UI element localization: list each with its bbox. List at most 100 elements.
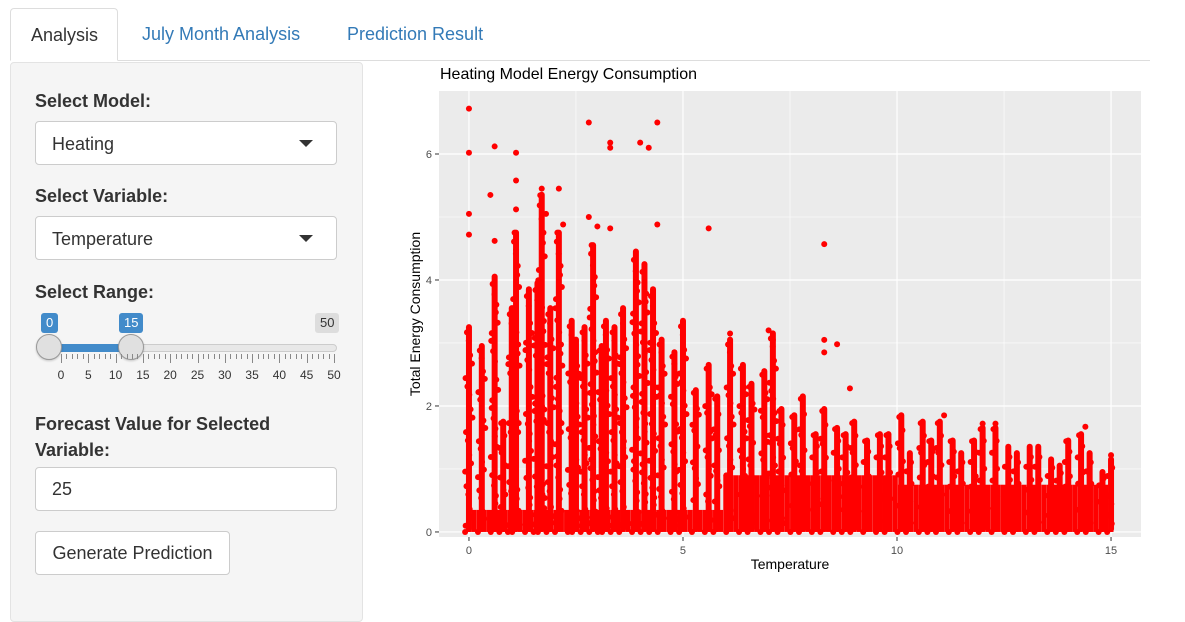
data-point xyxy=(727,330,734,337)
data-point xyxy=(589,401,596,408)
data-point xyxy=(1015,459,1022,466)
data-point xyxy=(736,447,743,454)
data-point xyxy=(589,476,596,483)
data-point xyxy=(609,383,616,390)
data-column xyxy=(1067,484,1073,532)
data-point xyxy=(464,383,471,390)
forecast-input[interactable] xyxy=(35,467,337,511)
data-point xyxy=(642,499,649,506)
data-point xyxy=(543,463,550,470)
slider-tick-label: 0 xyxy=(57,368,65,382)
data-point xyxy=(630,310,637,317)
data-point xyxy=(629,446,636,453)
data-column xyxy=(1062,484,1068,532)
data-point xyxy=(655,435,662,442)
x-tick-label: 15 xyxy=(1105,545,1117,557)
data-point xyxy=(989,477,996,484)
data-point xyxy=(599,370,606,377)
data-point xyxy=(608,429,615,436)
data-point xyxy=(553,453,560,460)
data-point xyxy=(715,411,722,418)
data-point xyxy=(553,374,560,381)
data-point xyxy=(878,469,885,476)
data-point xyxy=(527,384,534,391)
range-slider[interactable]: 0 15 50 0 5 10 15 20 25 30 35 40 45 50 xyxy=(35,307,341,387)
data-point xyxy=(613,406,620,413)
data-point xyxy=(1063,438,1070,445)
data-point xyxy=(641,428,648,435)
data-point xyxy=(691,427,698,434)
data-point xyxy=(488,404,495,411)
tab-july-month-analysis[interactable]: July Month Analysis xyxy=(142,24,301,44)
slider-tick xyxy=(284,354,286,359)
data-point xyxy=(594,223,601,230)
data-point xyxy=(557,262,564,269)
data-point xyxy=(1109,464,1116,471)
data-point xyxy=(648,356,655,363)
data-point xyxy=(548,395,555,402)
data-point xyxy=(581,337,588,344)
data-point xyxy=(557,486,564,493)
slider-tick xyxy=(137,354,139,359)
data-point xyxy=(977,426,984,433)
tab-prediction-result[interactable]: Prediction Result xyxy=(347,24,484,44)
data-point xyxy=(651,320,658,327)
data-column xyxy=(1041,484,1047,532)
data-point xyxy=(538,185,545,192)
data-point xyxy=(749,400,756,407)
data-point xyxy=(634,279,641,286)
data-point xyxy=(967,459,974,466)
slider-from-handle[interactable] xyxy=(36,334,62,360)
data-point xyxy=(924,459,931,466)
data-point xyxy=(729,464,736,471)
data-column xyxy=(800,475,806,532)
data-point xyxy=(649,484,656,491)
data-point xyxy=(839,454,846,461)
data-point xyxy=(487,454,494,461)
data-point xyxy=(553,238,560,245)
y-tick-label: 6 xyxy=(426,149,432,161)
model-select[interactable]: Heating xyxy=(35,121,337,165)
data-column xyxy=(1103,484,1109,532)
data-point xyxy=(633,341,640,348)
tab-divider xyxy=(10,60,1150,61)
data-point xyxy=(501,432,508,439)
data-point xyxy=(642,298,649,305)
data-point xyxy=(658,400,665,407)
data-point xyxy=(680,449,687,456)
data-column xyxy=(872,475,878,532)
generate-prediction-button[interactable]: Generate Prediction xyxy=(35,531,230,575)
data-column xyxy=(933,484,939,532)
slider-to-handle[interactable] xyxy=(118,334,144,360)
data-point xyxy=(640,409,647,416)
data-point xyxy=(990,426,997,433)
data-point xyxy=(1074,454,1081,461)
data-point xyxy=(743,435,750,442)
slider-tick xyxy=(175,354,177,359)
data-point xyxy=(759,414,766,421)
data-column xyxy=(795,475,801,532)
slider-tick xyxy=(230,354,232,359)
data-point xyxy=(725,341,732,348)
data-point xyxy=(546,429,553,436)
data-column xyxy=(671,509,677,532)
tab-analysis[interactable]: Analysis xyxy=(10,8,118,61)
data-point xyxy=(617,479,624,486)
data-point xyxy=(852,432,859,439)
data-point xyxy=(620,445,627,452)
data-point xyxy=(492,309,499,316)
x-tick-label: 5 xyxy=(680,545,686,557)
slider-tick xyxy=(148,354,150,359)
data-point xyxy=(555,250,562,257)
data-column xyxy=(959,484,965,532)
data-column xyxy=(579,509,585,532)
data-point xyxy=(629,392,636,399)
range-to-badge: 15 xyxy=(119,313,144,333)
data-point xyxy=(506,479,513,486)
data-column xyxy=(517,509,523,532)
data-point xyxy=(557,350,564,357)
data-point xyxy=(1076,432,1083,439)
variable-select[interactable]: Temperature xyxy=(35,216,337,260)
data-point xyxy=(614,414,621,421)
data-point xyxy=(681,346,688,353)
